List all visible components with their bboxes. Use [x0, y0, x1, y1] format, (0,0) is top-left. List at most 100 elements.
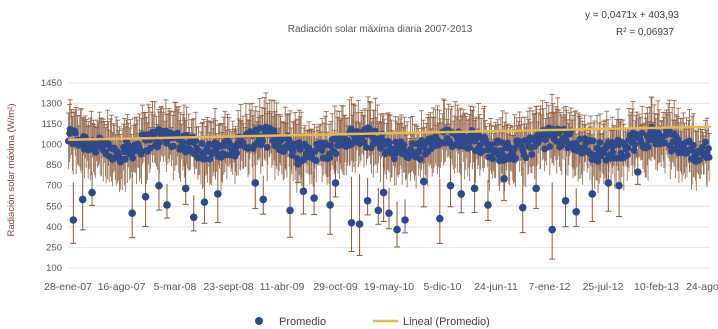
y-tick-label-8: 1300 — [41, 98, 62, 109]
data-point — [385, 139, 393, 147]
y-axis-ticks: 100 250 400 550 700 850 1000 1150 1300 1450 — [41, 78, 62, 274]
data-point — [233, 149, 240, 157]
data-point — [121, 155, 129, 163]
data-point — [259, 137, 267, 145]
x-tick-label-12: 24-ago-13 — [686, 281, 718, 293]
data-point — [400, 141, 408, 149]
data-points — [64, 123, 713, 234]
outlier-point — [393, 225, 401, 234]
data-point — [71, 129, 79, 137]
data-point — [195, 147, 202, 155]
data-point — [360, 138, 368, 146]
trend-line-group — [67, 125, 711, 142]
data-point — [479, 147, 487, 155]
data-point — [558, 141, 566, 149]
outlier-point — [457, 190, 466, 198]
data-point — [596, 139, 604, 146]
x-tick-label-9: 7-ene-12 — [528, 281, 570, 293]
outlier-point — [401, 216, 409, 224]
data-point — [576, 135, 584, 143]
data-point — [705, 145, 712, 152]
data-point — [705, 154, 713, 161]
data-point — [476, 141, 484, 149]
data-point — [327, 142, 335, 150]
legend-label-promedio: Promedio — [279, 316, 326, 328]
outlier-point — [286, 206, 294, 215]
x-tick-label-7: 5-dic-10 — [424, 281, 462, 293]
data-point — [332, 150, 340, 157]
data-point — [487, 141, 495, 149]
data-point — [174, 129, 181, 137]
y-tick-label-9: 1450 — [41, 78, 62, 89]
data-point — [542, 136, 549, 144]
outlier-point — [446, 181, 455, 190]
data-point — [504, 139, 511, 147]
outlier-point — [88, 188, 96, 197]
data-point — [263, 143, 271, 151]
outlier-point — [200, 198, 209, 206]
outlier-point — [259, 195, 268, 204]
data-point — [511, 145, 518, 153]
data-point — [326, 154, 334, 162]
data-point — [179, 139, 187, 146]
y-axis-label: Radiación solar máxima (W/m²) — [6, 103, 17, 236]
data-point — [270, 127, 278, 135]
data-point — [408, 140, 416, 148]
x-tick-label-5: 29-oct-09 — [313, 281, 358, 293]
outlier-point — [604, 179, 613, 187]
outlier-point — [69, 216, 78, 224]
data-point — [390, 155, 398, 163]
data-point — [594, 158, 602, 165]
x-axis-ticks: 28-ene-07 16-ago-07 5-mar-08 23-sept-08 11-a… — [44, 281, 718, 293]
data-point — [546, 143, 554, 150]
data-point — [638, 129, 646, 137]
legend-label-trend: Lineal (Promedio) — [403, 316, 490, 328]
data-point — [541, 145, 549, 153]
outlier-point — [385, 209, 393, 217]
data-point — [695, 156, 703, 164]
data-point — [312, 157, 320, 164]
data-point — [631, 140, 639, 148]
outlier-point — [500, 175, 508, 183]
outlier-point — [518, 203, 527, 212]
data-point — [630, 147, 638, 154]
data-point — [612, 154, 620, 162]
x-tick-label-11: 10-feb-13 — [634, 281, 679, 293]
outlier-point — [548, 225, 556, 234]
x-tick-label-0: 28-ene-07 — [44, 281, 92, 293]
outlier-point — [572, 207, 581, 216]
x-tick-label-10: 25-jul-12 — [583, 281, 624, 293]
data-point — [363, 144, 370, 151]
outlier-point — [633, 168, 642, 176]
data-point — [421, 141, 428, 149]
data-point — [702, 138, 709, 146]
data-point — [699, 143, 706, 151]
data-point — [686, 137, 693, 145]
x-tick-label-8: 24-jun-11 — [474, 281, 518, 293]
legend-marker-promedio — [255, 317, 263, 325]
data-point — [681, 144, 688, 152]
outlier-point — [532, 184, 540, 193]
data-point — [661, 139, 669, 147]
y-tick-label-1: 250 — [46, 242, 62, 253]
outlier-point — [331, 179, 340, 187]
data-point — [198, 140, 206, 147]
data-point — [169, 142, 177, 150]
outlier-point — [347, 218, 356, 227]
data-point — [589, 137, 597, 145]
data-point — [624, 144, 632, 152]
outlier-point — [214, 190, 222, 198]
y-tick-label-2: 400 — [46, 222, 62, 233]
y-tick-label-0: 100 — [46, 263, 62, 274]
x-tick-label-3: 23-sept-08 — [203, 281, 253, 293]
outlier-point — [128, 209, 136, 217]
outlier-point — [355, 220, 364, 228]
outlier-point — [155, 181, 163, 190]
trend-r-squared: R² = 0,06937 — [616, 27, 675, 38]
outlier-point — [251, 179, 260, 187]
data-point — [155, 139, 163, 147]
outlier-point — [436, 214, 444, 223]
x-tick-label-4: 11-abr-09 — [260, 281, 305, 293]
y-tick-label-6: 1000 — [41, 140, 62, 151]
